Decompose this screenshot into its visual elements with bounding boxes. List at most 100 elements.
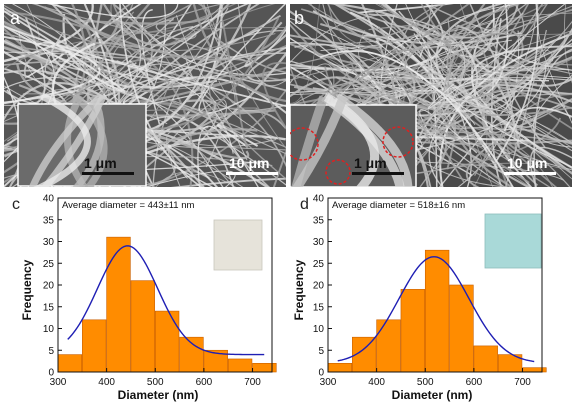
y-tick-label-15: 15 (43, 302, 55, 313)
fiber (4, 4, 94, 63)
y-tick-label-5: 5 (48, 346, 54, 357)
fiber (72, 128, 258, 187)
panel-letter-b: b (294, 8, 304, 28)
fiber (46, 4, 179, 19)
fiber (319, 50, 514, 187)
fiber (333, 4, 519, 39)
fiber (4, 25, 286, 108)
fiber (200, 4, 286, 150)
fiber (26, 4, 142, 78)
fiber (427, 4, 437, 113)
fiber (175, 15, 276, 138)
fiber (290, 62, 362, 124)
chart-annotation-d: Average diameter = 518±16 nm (332, 200, 465, 211)
fiber (381, 50, 572, 95)
histogram-bar-525 (424, 249, 450, 373)
fiber (262, 62, 286, 130)
fiber (170, 177, 286, 187)
panel-letter-a: a (10, 8, 21, 28)
fiber (290, 78, 572, 149)
fiber (155, 171, 237, 187)
y-tick-label-0: 0 (48, 368, 54, 379)
gaussian-fit-line (337, 256, 535, 363)
fiber (478, 26, 572, 35)
fiber (290, 42, 537, 85)
y-tick-label-35: 35 (43, 215, 55, 226)
fiber (290, 23, 383, 49)
fiber (341, 75, 416, 122)
x-axis-label-c: Diameter (nm) (118, 388, 199, 402)
y-axis-label-d: Frequency (292, 259, 306, 320)
plot-area-d: 0 5 10 15 20 25 30 35 40 300 400 500 600 700 (313, 194, 547, 388)
histogram-bar-325 (57, 354, 83, 373)
inset-fiber (33, 92, 91, 187)
histogram-c: c 0 5 10 15 20 25 30 35 40 300 400 500 600 700 Averag… (12, 194, 277, 402)
x-tick-label-400: 400 (98, 377, 115, 388)
panel-letter-d: d (300, 196, 309, 213)
fiber (405, 4, 476, 126)
fiber (404, 4, 521, 83)
scale-bar-b-inset (352, 172, 404, 175)
x-tick-label-300: 300 (50, 377, 67, 388)
fiber (184, 54, 286, 112)
fiber (112, 4, 134, 19)
fiber (494, 4, 539, 163)
fiber (44, 29, 122, 75)
fiber (312, 75, 560, 129)
fiber (529, 146, 572, 187)
histogram-bar-725 (252, 363, 277, 373)
fiber (244, 21, 286, 68)
x-tick-label-300: 300 (320, 377, 337, 388)
fiber (327, 4, 446, 38)
sample-swatch-c (213, 219, 263, 271)
histogram-bar-525 (154, 310, 180, 373)
y-tick-label-10: 10 (43, 324, 55, 335)
fiber (533, 48, 572, 187)
fiber (393, 43, 449, 105)
fiber (401, 123, 554, 187)
x-tick-label-400: 400 (368, 377, 385, 388)
y-tick-label-30: 30 (43, 237, 55, 248)
fiber (272, 149, 286, 187)
fiber (392, 76, 438, 157)
sem-image-b: b 1 μm 10 μm (290, 4, 572, 187)
y-tick-label-25: 25 (43, 259, 55, 270)
fiber (290, 4, 445, 71)
y-axis-label-c: Frequency (20, 259, 34, 320)
inset-fiber (292, 95, 348, 187)
fiber (456, 24, 516, 140)
fiber (428, 43, 572, 187)
panel-letter-c: c (12, 196, 20, 213)
histogram-bar-425 (376, 319, 401, 373)
fiber (505, 29, 547, 187)
y-tick-label-40: 40 (313, 194, 325, 205)
fiber (141, 9, 161, 125)
histogram-bar-475 (130, 280, 155, 373)
fiber (102, 4, 230, 47)
fiber (123, 28, 260, 107)
fiber (449, 25, 500, 124)
y-tick-label-15: 15 (313, 302, 325, 313)
scale-label-b-main: 10 μm (507, 155, 547, 171)
x-tick-label-700: 700 (244, 377, 261, 388)
y-tick-label-40: 40 (43, 194, 55, 205)
x-tick-label-500: 500 (147, 377, 164, 388)
fiber (44, 6, 286, 61)
fiber (237, 4, 286, 87)
y-tick-label-35: 35 (313, 215, 325, 226)
scale-label-b-inset: 1 μm (354, 155, 387, 171)
fiber (4, 9, 126, 93)
fiber (394, 63, 519, 124)
fiber (31, 4, 197, 40)
fiber (121, 4, 286, 76)
scale-bar-a-main (226, 172, 278, 175)
fiber (221, 21, 249, 149)
fiber (435, 4, 504, 120)
fiber (375, 4, 456, 50)
x-tick-label-600: 600 (196, 377, 213, 388)
fiber (247, 46, 286, 82)
y-tick-label-10: 10 (313, 324, 325, 335)
fiber (419, 109, 478, 155)
x-tick-label-600: 600 (466, 377, 483, 388)
fiber (155, 19, 254, 64)
